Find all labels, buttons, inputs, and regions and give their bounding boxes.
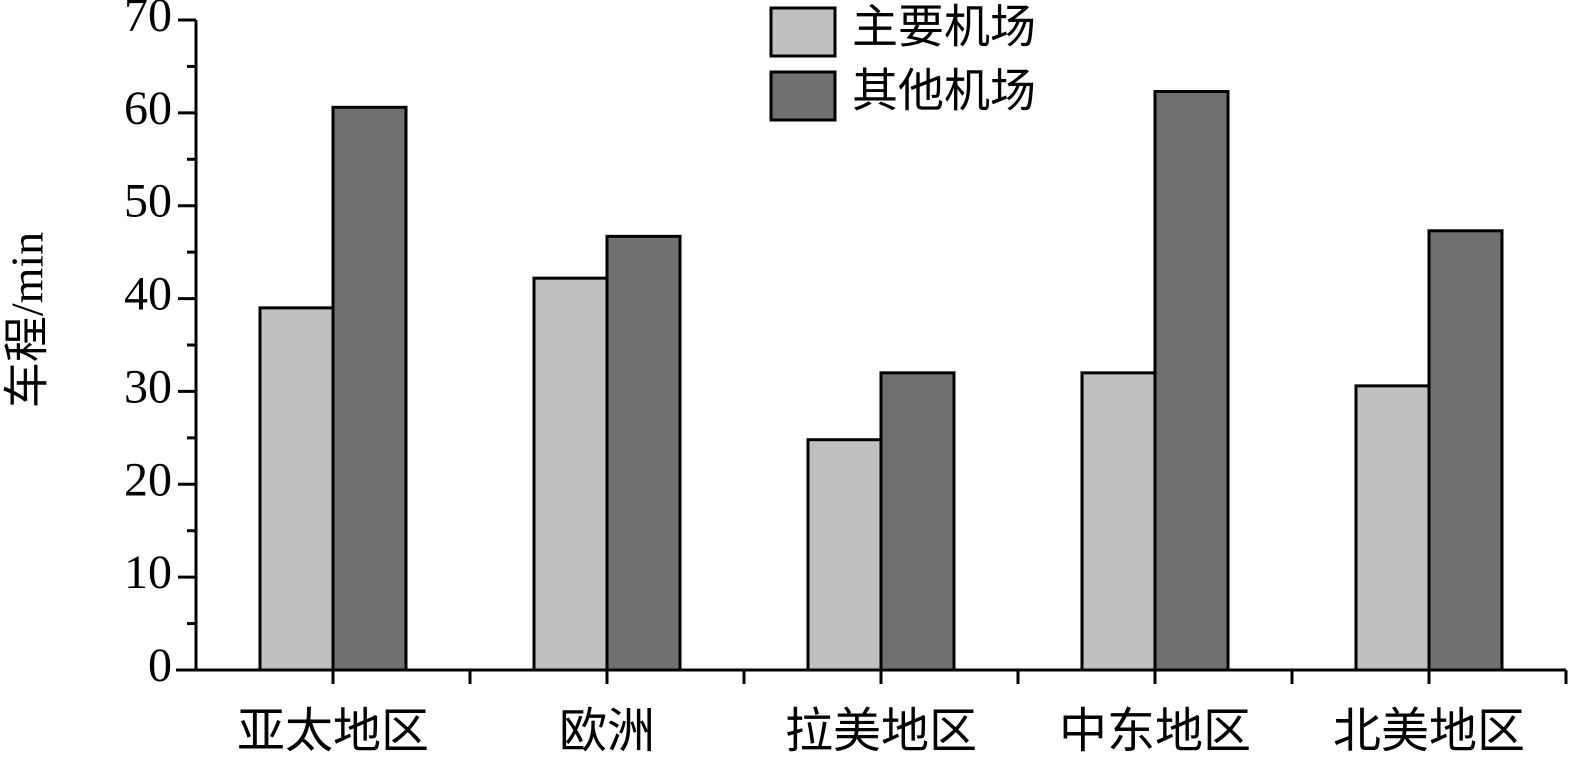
x-tick-label: 亚太地区 [237,705,429,758]
legend-swatch [769,6,837,58]
bar [532,276,609,672]
y-tick-label: 40 [124,268,172,321]
bar [331,105,408,672]
y-tick-label: 10 [124,546,172,599]
bar [1080,371,1157,672]
bar [1153,90,1230,672]
y-tick-label: 30 [124,360,172,413]
legend-swatch [769,70,837,122]
bar [605,234,682,672]
x-tick-label: 中东地区 [1059,705,1251,758]
x-tick-label: 欧洲 [559,705,655,758]
y-tick-label: 60 [124,82,172,135]
y-axis-label: 车程/min [2,232,53,408]
bar [1427,229,1504,672]
legend-label: 主要机场 [852,2,1036,53]
y-tick-label: 20 [124,453,172,506]
y-tick-label: 50 [124,175,172,228]
bar [806,438,883,672]
legend-label: 其他机场 [852,66,1036,117]
bar [1354,384,1431,672]
bar [258,306,335,672]
bar [879,371,956,672]
y-tick-label: 70 [124,0,172,42]
y-tick-label: 0 [148,639,172,692]
x-tick-label: 北美地区 [1333,705,1525,758]
x-tick-label: 拉美地区 [785,705,977,758]
